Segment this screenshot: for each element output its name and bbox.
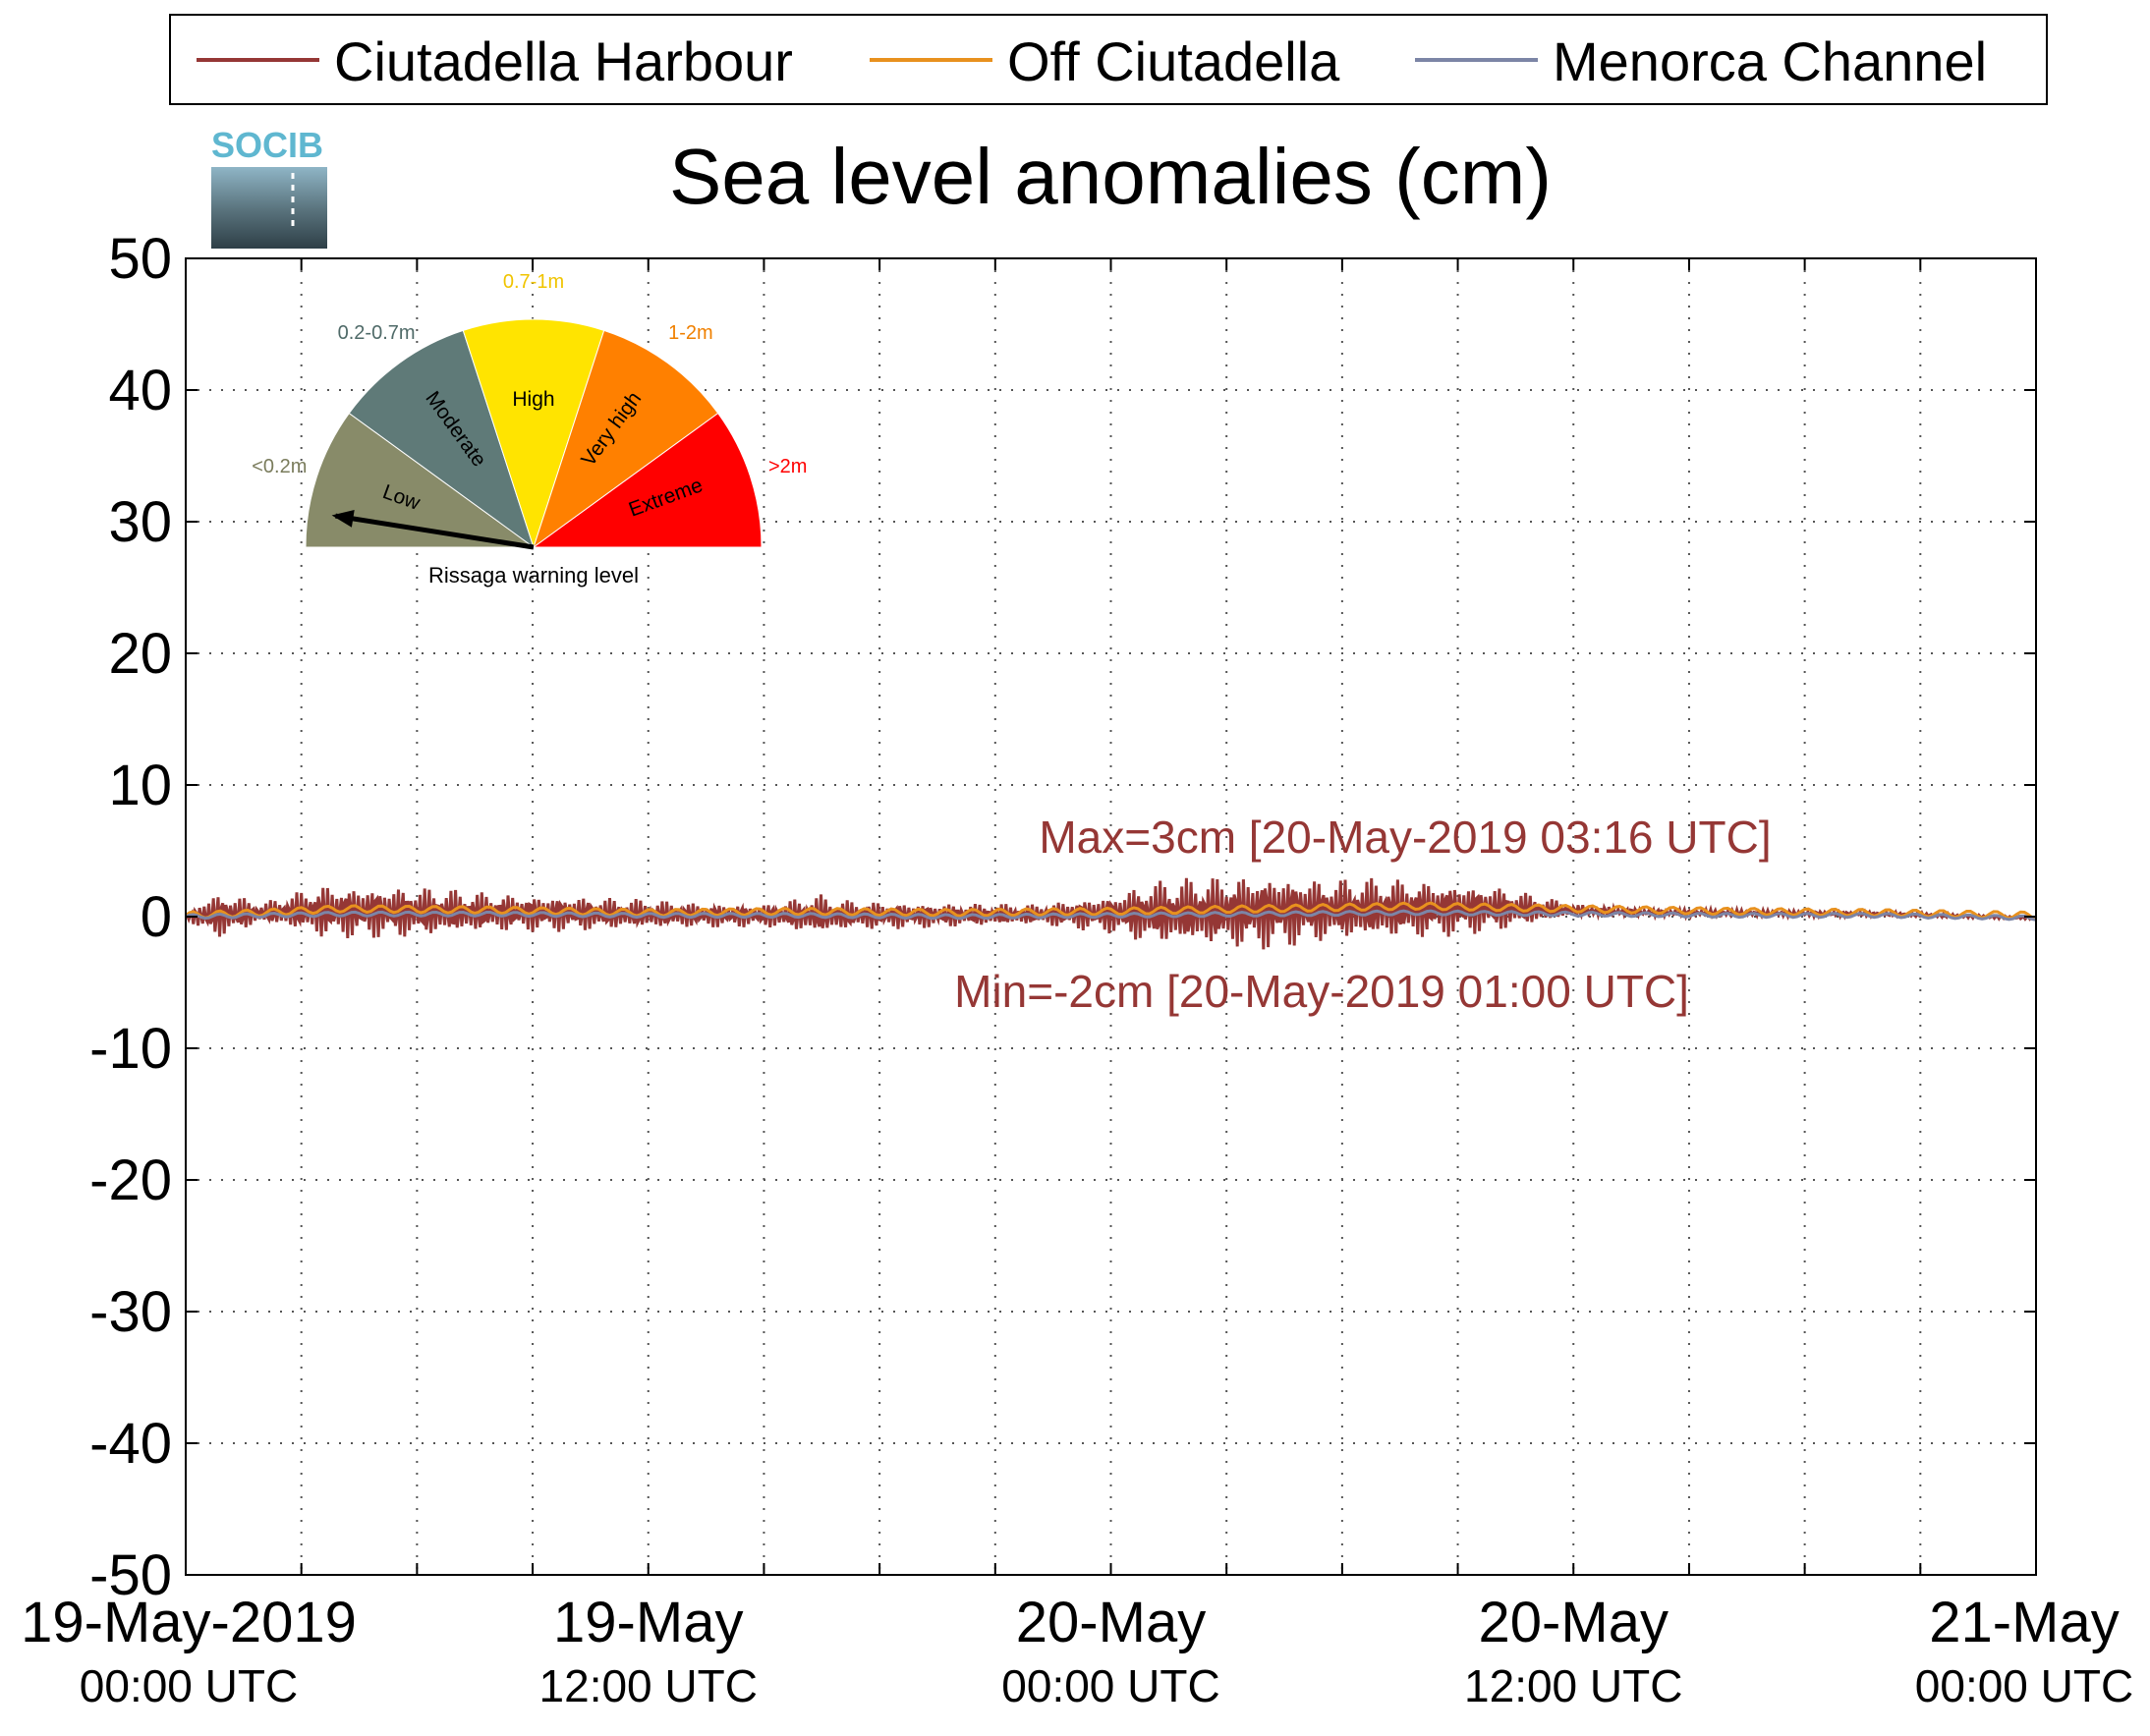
x-tick-label-time: 12:00 UTC <box>1464 1660 1682 1711</box>
gauge-needle <box>335 513 535 550</box>
y-tick-label: 0 <box>141 885 172 949</box>
gauge-segment <box>462 318 605 549</box>
gauge-needle-head <box>331 510 355 528</box>
gauge-range-label: >2m <box>768 456 807 477</box>
y-tick-label: 10 <box>108 754 172 817</box>
x-tick-label-time: 00:00 UTC <box>1915 1660 2133 1711</box>
logo-mark <box>211 167 327 249</box>
gauge-caption: Rissaga warning level <box>428 563 639 588</box>
gauge-segment <box>532 412 763 548</box>
x-tick-label-time: 00:00 UTC <box>80 1660 298 1711</box>
series-line-menorca-channel <box>185 909 2037 922</box>
gauge-range-label: 0.7-1m <box>503 271 564 293</box>
y-tick-label: -30 <box>89 1280 172 1344</box>
legend: Ciutadella Harbour Off Ciutadella Menorc… <box>169 14 2048 105</box>
legend-label-menorca-channel: Menorca Channel <box>1553 30 1987 92</box>
y-tick-label: 30 <box>108 490 172 554</box>
x-tick-labels: 19-May-2019 00:00 UTC 19-May 12:00 UTC 20-Ma… <box>21 1591 2133 1711</box>
x-tick-label-date: 19-May-2019 <box>21 1591 357 1654</box>
y-tick-label: -50 <box>89 1543 172 1607</box>
x-tick-label-time: 12:00 UTC <box>539 1660 758 1711</box>
series-layer <box>185 877 2037 950</box>
gauge-range-labels: <0.2m 0.2-0.7m 0.7-1m 1-2m >2m <box>252 271 807 477</box>
series-line-off-ciutadella <box>185 901 2037 921</box>
x-tick-label-date: 19-May <box>553 1591 743 1654</box>
chart-title: Sea level anomalies (cm) <box>669 133 1552 220</box>
gauge-level-label: High <box>512 388 554 411</box>
x-tick-label-date: 20-May <box>1479 1591 1669 1654</box>
y-tick-label: -20 <box>89 1148 172 1212</box>
minor-ticks <box>186 257 2036 1576</box>
y-tick-label: -40 <box>89 1412 172 1476</box>
x-tick-label-date: 21-May <box>1929 1591 2119 1654</box>
gauge-range-label: <0.2m <box>252 456 307 477</box>
y-tick-label: -10 <box>89 1017 172 1081</box>
gauge-range-label: 1-2m <box>668 322 713 344</box>
legend-box <box>169 14 2048 105</box>
socib-logo: SOCIB <box>211 125 327 249</box>
y-tick-label: 20 <box>108 622 172 686</box>
gauge-range-label: 0.2-0.7m <box>338 322 416 344</box>
x-tick-label-time: 00:00 UTC <box>1001 1660 1219 1711</box>
max-annotation: Max=3cm [20-May-2019 03:16 UTC] <box>1039 812 1771 863</box>
y-tick-label: 40 <box>108 359 172 422</box>
min-annotation: Min=-2cm [20-May-2019 01:00 UTC] <box>954 966 1689 1017</box>
gauge-segment <box>533 329 719 549</box>
gauge-segment <box>305 412 536 548</box>
gauge-segment <box>348 329 535 549</box>
logo-text: SOCIB <box>211 125 323 165</box>
y-tick-label: 50 <box>108 227 172 291</box>
legend-label-ciutadella-harbour: Ciutadella Harbour <box>334 30 793 92</box>
legend-label-off-ciutadella: Off Ciutadella <box>1007 30 1340 92</box>
y-tick-labels: 50 40 30 20 10 0 -10 -20 -30 -40 -50 <box>89 227 172 1607</box>
x-tick-label-date: 20-May <box>1016 1591 1206 1654</box>
gauge-segments <box>305 318 763 549</box>
